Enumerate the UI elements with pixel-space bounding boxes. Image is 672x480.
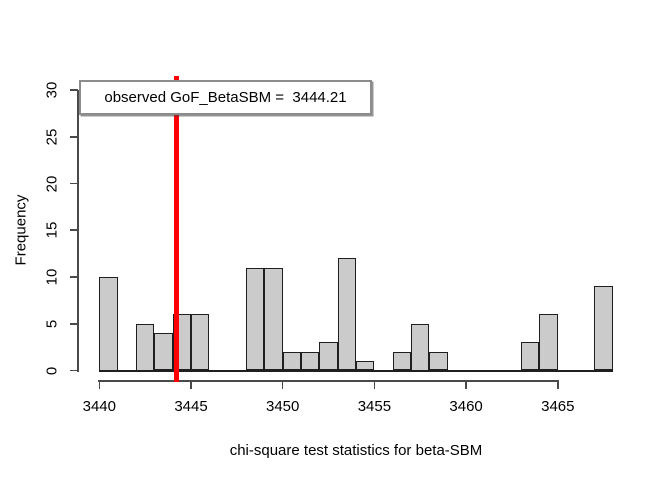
histogram-bar — [539, 314, 558, 371]
x-axis-tick — [465, 381, 467, 389]
x-axis-title: chi-square test statistics for beta-SBM — [229, 442, 483, 459]
histogram-bar — [282, 351, 302, 371]
histogram-bar — [356, 361, 375, 371]
histogram-bar — [264, 267, 283, 371]
y-axis-tick — [70, 229, 78, 232]
histogram-bar — [319, 342, 338, 371]
x-tick-label: 3465 — [541, 398, 575, 415]
histogram-bar — [392, 351, 412, 371]
y-axis-title: Frequency — [12, 194, 30, 266]
legend-label: observed GoF_BetaSBM = 3444.21 — [104, 89, 347, 106]
histogram-bar — [594, 286, 613, 371]
histogram-bar — [135, 323, 155, 371]
y-tick-label: 15 — [43, 221, 61, 239]
x-axis-tick — [373, 381, 376, 389]
histogram-baseline — [99, 369, 613, 372]
y-axis-tick — [70, 89, 78, 91]
x-axis-tick — [190, 381, 192, 389]
y-tick-label: 0 — [43, 366, 61, 375]
x-tick-label: 3440 — [82, 398, 116, 415]
y-axis-tick — [70, 182, 78, 185]
histogram-bar — [337, 258, 357, 371]
y-tick-label: 10 — [43, 268, 61, 286]
histogram-bar — [429, 351, 448, 371]
x-axis-line — [98, 380, 559, 382]
x-tick-label: 3445 — [174, 398, 208, 415]
y-tick-label: 25 — [43, 128, 61, 146]
x-tick-label: 3455 — [357, 398, 392, 415]
legend-box: observed GoF_BetaSBM = 3444.21 — [79, 80, 372, 115]
histogram-bar — [246, 267, 265, 371]
y-axis-line — [77, 90, 79, 373]
histogram-bar — [99, 277, 118, 371]
histogram-bar — [521, 342, 540, 371]
x-axis-tick — [98, 381, 101, 389]
y-tick-label: 20 — [43, 175, 61, 192]
histogram-bar — [301, 351, 320, 371]
histogram-bar — [154, 333, 173, 371]
y-tick-label: 30 — [43, 81, 61, 99]
histogram-bar — [191, 314, 210, 371]
y-axis-tick — [70, 322, 78, 325]
y-axis-tick — [70, 276, 78, 278]
x-tick-label: 3460 — [449, 398, 483, 415]
y-axis-tick — [70, 135, 78, 138]
y-axis-tick — [70, 369, 78, 372]
y-tick-label: 5 — [43, 319, 61, 328]
observed-statistic-line — [174, 76, 179, 382]
x-tick-label: 3450 — [266, 398, 300, 415]
histogram-bar — [411, 323, 430, 371]
x-axis-tick — [557, 381, 559, 389]
x-axis-tick — [281, 381, 284, 389]
